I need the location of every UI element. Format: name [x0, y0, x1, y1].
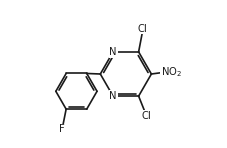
Text: N: N [109, 91, 117, 101]
Text: N: N [109, 47, 117, 57]
Text: Cl: Cl [137, 24, 147, 34]
Text: F: F [59, 124, 65, 134]
Text: Cl: Cl [142, 111, 152, 121]
Text: NO$_2$: NO$_2$ [160, 65, 182, 79]
